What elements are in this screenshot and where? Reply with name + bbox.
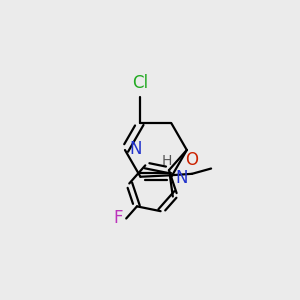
Text: N: N [129,140,142,158]
Text: N: N [176,169,188,187]
Text: O: O [185,151,199,169]
Text: H: H [162,154,172,168]
Text: F: F [114,209,123,227]
Text: Cl: Cl [132,74,148,92]
